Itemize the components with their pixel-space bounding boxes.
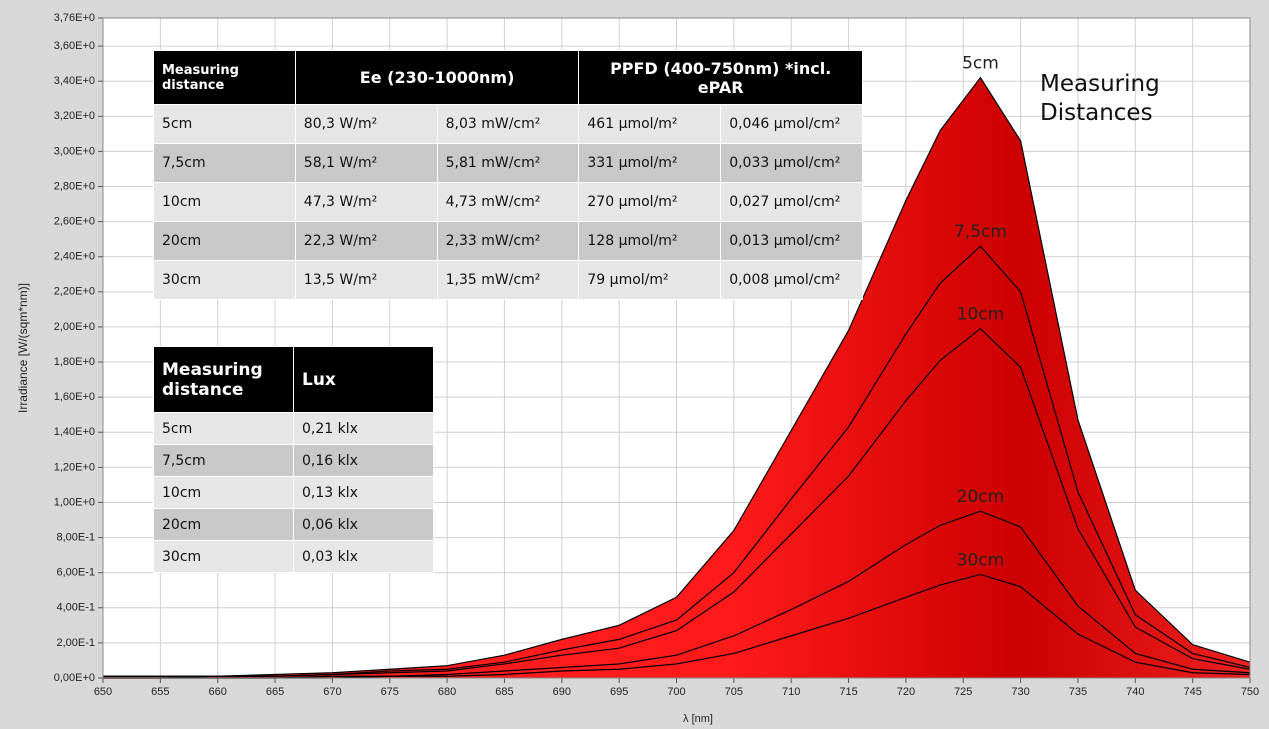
cell: 1,35 mW/cm² [436, 260, 580, 300]
cell: 79 µmol/m² [578, 260, 722, 300]
x-tick-label: 665 [266, 686, 284, 698]
cell: 0,16 klx [293, 444, 434, 477]
series-label: 5cm [962, 54, 999, 74]
x-tick-label: 735 [1069, 686, 1087, 698]
series-line [103, 327, 1251, 679]
series-line [103, 76, 1251, 677]
series-line [103, 510, 1251, 679]
header-cell: Ee (230-1000nm) [294, 50, 580, 105]
y-tick-label: 3,00E+0 [54, 145, 95, 157]
cell: 13,5 W/m² [294, 260, 438, 300]
x-tick-label: 700 [667, 686, 685, 698]
header-cell: Measuring distance [153, 346, 294, 413]
y-tick-label: 2,60E+0 [54, 216, 95, 228]
y-tick-label: 2,80E+0 [54, 180, 95, 192]
x-tick-label: 710 [782, 686, 800, 698]
y-axis-label: Irradiance [W/(sqm*nm)] [16, 283, 30, 413]
y-tick-label: 3,76E+0 [54, 12, 95, 24]
y-tick-label: 4,00E-1 [56, 602, 95, 614]
x-axis-label: λ [nm] [683, 713, 713, 725]
y-tick-label: 1,60E+0 [54, 391, 95, 403]
cell: 0,13 klx [293, 476, 434, 509]
x-tick-label: 685 [495, 686, 513, 698]
x-tick-label: 650 [94, 686, 112, 698]
cell: 7,5cm [153, 143, 296, 183]
plot-border [102, 17, 1251, 679]
x-tick-label: 750 [1241, 686, 1259, 698]
y-tick-label: 2,00E-1 [56, 637, 95, 649]
y-tick-label: 1,20E+0 [54, 461, 95, 473]
y-tick-label: 3,40E+0 [54, 75, 95, 87]
y-tick-label: 1,00E+0 [54, 496, 95, 508]
cell: 4,73 mW/cm² [436, 182, 580, 222]
x-tick-label: 730 [1011, 686, 1029, 698]
x-tick-label: 705 [725, 686, 743, 698]
header-cell: Measuring distance [153, 50, 296, 105]
y-tick-label: 3,60E+0 [54, 40, 95, 52]
cell: 331 µmol/m² [578, 143, 722, 183]
x-tick-label: 695 [610, 686, 628, 698]
y-tick-label: 0,00E+0 [54, 672, 95, 684]
x-tick-label: 740 [1126, 686, 1144, 698]
cell: 128 µmol/m² [578, 221, 722, 261]
series-label: 30cm [957, 550, 1005, 570]
cell: 58,1 W/m² [294, 143, 438, 183]
header-cell: PPFD (400-750nm) *incl. ePAR [578, 50, 863, 105]
x-tick-label: 675 [381, 686, 399, 698]
y-tick-label: 2,40E+0 [54, 251, 95, 263]
cell: 7,5cm [153, 444, 294, 477]
y-tick-label: 1,40E+0 [54, 426, 95, 438]
area [103, 77, 1250, 679]
x-tick-label: 670 [323, 686, 341, 698]
cell: 0,008 µmol/cm² [720, 260, 863, 300]
y-tick-label: 6,00E-1 [56, 567, 95, 579]
x-tick-label: 680 [438, 686, 456, 698]
table: Measuring distance Ee (230-1000nm) PPFD (4… [153, 50, 863, 300]
header-cell: Lux [293, 346, 434, 413]
cell: 10cm [153, 476, 294, 509]
y-tick-label: 3,20E+0 [54, 110, 95, 122]
cell: 2,33 mW/cm² [436, 221, 580, 261]
x-tick-label: 715 [839, 686, 857, 698]
cell: 20cm [153, 508, 294, 541]
cell: 0,027 µmol/cm² [720, 182, 863, 222]
cell: 5cm [153, 412, 294, 445]
cell: 0,06 klx [293, 508, 434, 541]
cell: 461 µmol/m² [578, 104, 722, 144]
y-tick-label: 2,00E+0 [54, 321, 95, 333]
cell: 0,046 µmol/cm² [720, 104, 863, 144]
x-tick-label: 745 [1183, 686, 1201, 698]
cell: 47,3 W/m² [294, 182, 438, 222]
cell: 270 µmol/m² [578, 182, 722, 222]
cell: 30cm [153, 540, 294, 573]
x-tick-label: 690 [553, 686, 571, 698]
y-tick-label: 1,80E+0 [54, 356, 95, 368]
series-label: 10cm [957, 305, 1005, 325]
cell: 8,03 mW/cm² [436, 104, 580, 144]
x-tick-label: 655 [151, 686, 169, 698]
x-tick-label: 660 [209, 686, 227, 698]
y-tick-label: 2,20E+0 [54, 286, 95, 298]
cell: 5cm [153, 104, 296, 144]
series-label: 20cm [957, 487, 1005, 507]
cell: 0,013 µmol/cm² [720, 221, 863, 261]
table: Measuring distance Lux 5cm 0,21 klx 7,5cm 0,1… [153, 346, 434, 573]
cell: 10cm [153, 182, 296, 222]
series-label: 7,5cm [954, 222, 1007, 242]
cell: 80,3 W/m² [294, 104, 438, 144]
y-tick-label: 8,00E-1 [56, 531, 95, 543]
cell: 0,033 µmol/cm² [720, 143, 863, 183]
cell: 22,3 W/m² [294, 221, 438, 261]
cell: 0,03 klx [293, 540, 434, 573]
cell: 5,81 mW/cm² [436, 143, 580, 183]
x-tick-label: 725 [954, 686, 972, 698]
annotation: Measuring Distances [1040, 71, 1160, 126]
x-tick-label: 720 [897, 686, 915, 698]
cell: 0,21 klx [293, 412, 434, 445]
cell: 30cm [153, 260, 296, 300]
cell: 20cm [153, 221, 296, 261]
